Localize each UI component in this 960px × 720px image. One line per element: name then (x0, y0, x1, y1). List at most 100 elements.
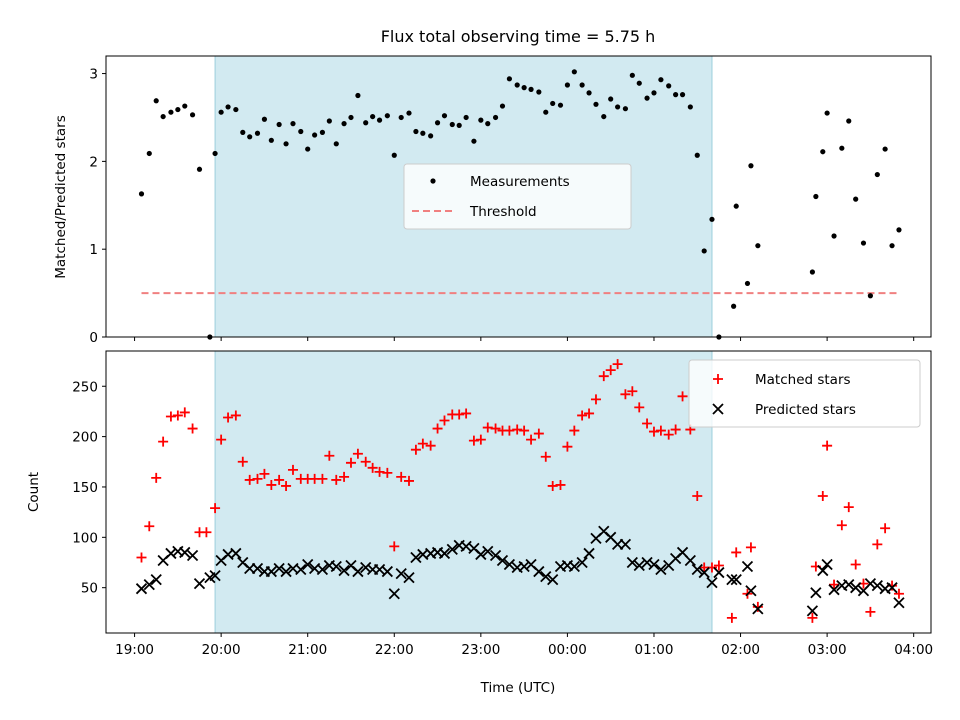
predicted-star-point (886, 582, 898, 594)
legend-label-matched: Matched stars (755, 372, 851, 388)
measurement-point (809, 269, 816, 275)
matched-star-point (829, 579, 840, 590)
y-tick-label: 1 (89, 242, 98, 258)
x-tick-label: 02:00 (721, 642, 760, 658)
predicted-star-point (352, 565, 364, 578)
predicted-star-point (626, 556, 638, 569)
predicted-star-point (295, 563, 307, 576)
legend-box (688, 359, 921, 428)
predicted-star-point (641, 556, 653, 569)
matched-star-point (410, 444, 421, 455)
matched-star-point (634, 402, 645, 413)
predicted-star-point (360, 561, 372, 574)
measurement-point (168, 109, 174, 115)
measurement-point (748, 163, 754, 169)
matched-star-point (880, 523, 891, 534)
measurement-point (413, 128, 419, 135)
predicted-star-point (165, 547, 177, 560)
measurement-point (813, 193, 819, 200)
predicted-star-point (730, 573, 742, 586)
matched-star-point (382, 467, 393, 478)
matched-star-point (454, 409, 465, 420)
y-tick-label: 150 (72, 480, 98, 496)
measurement-point (196, 166, 203, 172)
measurement-point (543, 109, 549, 115)
matched-star-point (210, 503, 221, 514)
bottom-panel: 50 100 150 200 250 19:00 20:00 21:00 22:00 23:00 0… (72, 350, 933, 658)
predicted-star-point (540, 570, 552, 583)
matched-star-point (389, 541, 400, 552)
measurement-point (254, 130, 261, 136)
matched-star-point (345, 457, 356, 468)
measurement-point (846, 118, 852, 124)
measurement-point (326, 118, 332, 124)
matched-star-point (726, 612, 737, 623)
matched-star-point (360, 456, 371, 467)
matched-star-point (287, 464, 298, 475)
measurement-point (731, 303, 737, 309)
legend-label-measurements: Measurements (470, 174, 570, 190)
legend-marker-measurements (430, 178, 436, 184)
matched-star-point (822, 440, 833, 451)
matched-star-point (533, 428, 544, 439)
predicted-star-point (706, 577, 718, 589)
x-tick-label: 19:00 (115, 642, 154, 658)
measurement-point (370, 113, 376, 120)
matched-star-point (642, 418, 653, 429)
predicted-star-point (691, 563, 703, 576)
predicted-star-point (410, 551, 422, 564)
predicted-star-point (893, 597, 905, 609)
matched-star-point (843, 502, 854, 513)
predicted-star-point (438, 547, 451, 560)
measurement-point (744, 280, 751, 287)
predicted-star-point (547, 573, 559, 586)
measurement-point (428, 133, 434, 139)
measurement-point (312, 132, 318, 138)
predicted-star-point (251, 562, 264, 575)
measurement-point (153, 98, 159, 104)
predicted-star-point (655, 563, 667, 576)
matched-star-point (403, 475, 414, 486)
predicted-star-point (745, 585, 757, 597)
matched-star-point (367, 462, 378, 473)
legend-label-predicted: Predicted stars (755, 402, 856, 418)
matched-star-point (144, 521, 155, 532)
matched-star-point (836, 520, 847, 531)
measurement-point (636, 80, 642, 86)
legend-label-threshold: Threshold (469, 204, 537, 220)
predicted-star-point (143, 579, 155, 591)
legend-marker-matched (713, 374, 723, 384)
y-tick-label: 250 (72, 379, 98, 395)
predicted-star-point (403, 571, 415, 584)
measurement-point (499, 103, 506, 109)
matched-star-point (223, 412, 234, 423)
chart-title: Flux total observing time = 5.75 h (381, 27, 656, 46)
measurement-point (138, 191, 145, 197)
highlight-span (214, 350, 713, 634)
predicted-star-point (135, 583, 148, 595)
measurement-point (363, 120, 369, 126)
predicted-star-point (482, 545, 494, 558)
measurement-point (593, 101, 599, 107)
matched-star-point (482, 422, 493, 433)
matched-star-point (417, 438, 428, 449)
matched-star-point (577, 410, 588, 421)
measurement-point (398, 114, 404, 121)
measurement-point (820, 149, 826, 155)
matched-star-point (259, 468, 270, 479)
measurement-point (485, 121, 491, 127)
measurement-point (268, 137, 274, 143)
matched-star-point (158, 436, 169, 447)
predicted-star-point (713, 566, 725, 579)
measurement-point (860, 240, 867, 246)
predicted-star-point (273, 562, 285, 575)
predicted-star-point (503, 558, 516, 571)
measurement-point (874, 171, 880, 178)
matched-star-point (598, 371, 609, 382)
measurement-point (853, 196, 859, 202)
predicted-star-point (583, 547, 595, 560)
measurement-point (333, 141, 339, 147)
measurement-point (896, 227, 902, 233)
measurement-point (889, 243, 895, 249)
predicted-star-point (752, 603, 764, 615)
